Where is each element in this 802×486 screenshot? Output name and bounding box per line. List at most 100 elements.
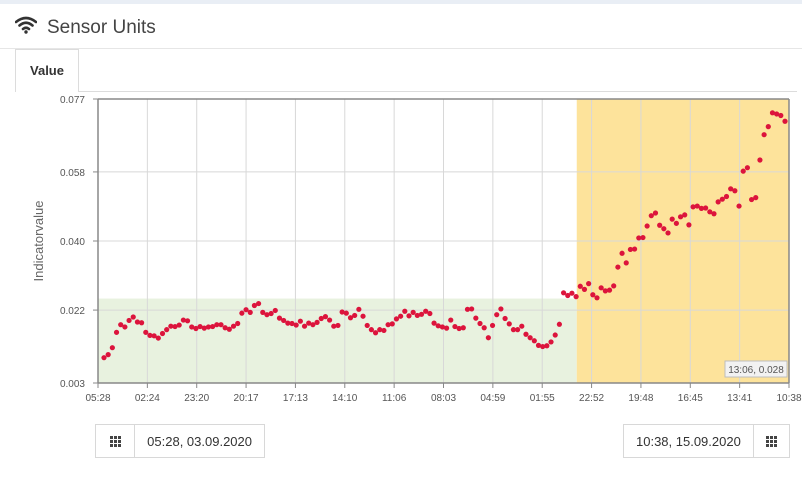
data-point [652, 210, 659, 216]
data-point [761, 132, 767, 138]
data-point [753, 195, 759, 201]
data-point [540, 343, 546, 350]
data-point [473, 315, 479, 321]
end-date-picker[interactable]: 10:38, 15.09.2020 [623, 424, 790, 458]
sensor-chart: 0.003 0.022 0.040 0.058 0.077 05:28 02:24 23:20… [31, 95, 802, 404]
x-tick-label: 01:55 [530, 393, 555, 404]
data-point [577, 283, 583, 289]
data-point [728, 186, 734, 192]
data-point [239, 310, 245, 316]
end-date-value[interactable]: 10:38, 15.09.2020 [636, 433, 741, 449]
data-point [448, 317, 454, 323]
start-date-picker[interactable]: 05:28, 03.09.2020 [95, 424, 265, 458]
data-point [690, 204, 696, 210]
data-point [243, 307, 249, 313]
data-point [485, 335, 491, 341]
y-tick-label: 0.022 [60, 306, 85, 317]
data-point [197, 323, 203, 330]
start-calendar-button[interactable] [96, 425, 136, 457]
start-date-value[interactable]: 05:28, 03.09.2020 [147, 433, 252, 449]
data-point [606, 287, 613, 293]
data-point [101, 355, 107, 361]
data-point [347, 315, 354, 321]
data-point [748, 196, 755, 203]
data-point [703, 205, 709, 211]
data-point [193, 325, 199, 332]
data-point [168, 323, 174, 329]
data-point [581, 286, 588, 292]
data-point [510, 327, 517, 333]
top-strip [0, 0, 802, 4]
data-point [222, 325, 228, 331]
data-point [719, 196, 725, 202]
data-point [661, 226, 667, 232]
data-point [314, 319, 320, 325]
data-point [707, 209, 713, 215]
y-tick-label: 0.077 [60, 95, 85, 106]
data-point [235, 320, 241, 327]
data-point [377, 327, 383, 333]
data-point [686, 222, 692, 228]
data-point [130, 314, 136, 320]
panel-header: Sensor Units [0, 4, 802, 49]
x-tick-label: 16:45 [678, 393, 703, 404]
data-point [636, 235, 642, 241]
data-point [640, 234, 646, 241]
data-point [677, 214, 684, 220]
data-point [184, 318, 191, 324]
data-point [201, 325, 207, 331]
x-tick-label: 23:20 [184, 393, 209, 404]
data-point [289, 320, 295, 327]
data-point [594, 295, 600, 301]
data-point [368, 327, 374, 333]
calendar-grid-icon [765, 435, 777, 447]
data-point [335, 322, 341, 329]
data-point [339, 309, 345, 315]
data-point [331, 323, 337, 329]
data-point [364, 322, 370, 329]
data-point [439, 324, 446, 330]
y-tick-label: 0.058 [60, 168, 85, 179]
data-point [105, 352, 111, 358]
data-point [260, 309, 266, 315]
y-axis-label: Indicatorvalue [31, 201, 46, 282]
data-point [535, 342, 542, 348]
data-point [297, 318, 303, 324]
data-point [310, 322, 316, 328]
x-tick-label: 05:28 [85, 393, 110, 404]
tab-value[interactable]: Value [15, 49, 79, 92]
data-point [293, 322, 299, 328]
data-point [711, 211, 717, 217]
data-point [402, 308, 408, 314]
page-title: Sensor Units [47, 17, 156, 38]
data-point [506, 321, 512, 327]
data-point [139, 320, 145, 326]
data-point [477, 320, 483, 327]
data-point [631, 246, 638, 252]
data-point [268, 310, 274, 317]
data-point [573, 294, 579, 300]
wifi-icon [15, 16, 37, 34]
data-point [740, 168, 746, 174]
tab-divider [79, 91, 797, 92]
data-point [113, 329, 120, 335]
data-point [732, 188, 738, 194]
data-point [205, 324, 212, 330]
data-point [615, 264, 621, 270]
x-tick-label: 20:17 [234, 393, 259, 404]
data-point [301, 323, 308, 329]
data-point [264, 312, 270, 318]
data-point [586, 281, 592, 287]
end-calendar-button[interactable] [752, 425, 789, 457]
data-point [414, 312, 420, 319]
data-point [251, 302, 258, 309]
data-point [552, 332, 558, 338]
data-point [489, 322, 496, 329]
data-point [456, 325, 462, 332]
data-point [682, 212, 688, 218]
data-point [523, 331, 529, 337]
data-point [774, 111, 780, 117]
data-point [389, 321, 395, 327]
data-point [544, 343, 550, 349]
data-point [109, 345, 115, 351]
